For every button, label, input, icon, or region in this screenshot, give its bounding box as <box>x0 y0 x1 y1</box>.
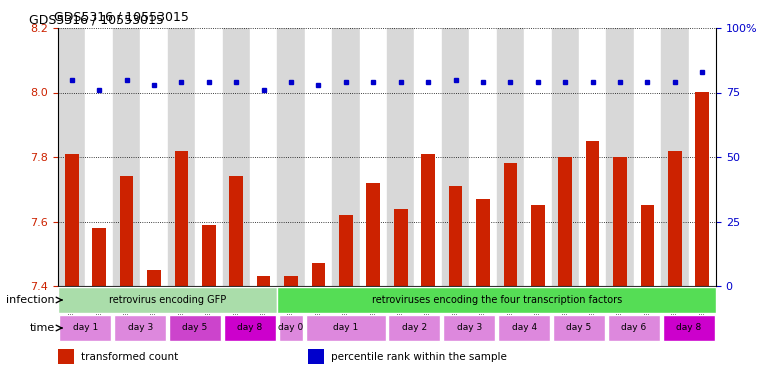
Bar <box>696 93 709 286</box>
Text: day 1: day 1 <box>73 323 98 333</box>
Bar <box>552 28 579 286</box>
Bar <box>113 28 140 286</box>
Bar <box>504 164 517 286</box>
Bar <box>394 209 408 286</box>
Text: retrovirus encoding GFP: retrovirus encoding GFP <box>109 295 226 305</box>
Bar <box>279 315 304 341</box>
Bar <box>311 263 325 286</box>
Bar <box>169 315 221 341</box>
Bar <box>663 315 715 341</box>
Bar <box>367 183 380 286</box>
Bar <box>284 276 298 286</box>
Text: retroviruses encoding the four transcription factors: retroviruses encoding the four transcrip… <box>371 295 622 305</box>
Bar <box>586 141 600 286</box>
Bar <box>476 199 490 286</box>
Bar <box>607 28 634 286</box>
Text: day 4: day 4 <box>511 323 537 333</box>
Bar <box>114 315 167 341</box>
Bar <box>58 286 277 313</box>
Bar <box>661 28 689 286</box>
Bar <box>524 28 552 286</box>
Text: percentile rank within the sample: percentile rank within the sample <box>331 352 507 362</box>
Bar <box>277 286 716 313</box>
Bar <box>553 315 605 341</box>
Text: time: time <box>30 323 55 333</box>
Bar <box>147 270 161 286</box>
Bar <box>634 28 661 286</box>
Text: day 0: day 0 <box>279 323 304 333</box>
Bar <box>174 151 188 286</box>
Bar <box>360 28 387 286</box>
Bar <box>222 28 250 286</box>
Bar <box>470 28 497 286</box>
Bar <box>531 205 545 286</box>
Bar <box>167 28 195 286</box>
Bar <box>85 28 113 286</box>
Bar <box>58 28 85 286</box>
Text: day 8: day 8 <box>237 323 263 333</box>
Bar <box>497 28 524 286</box>
Bar <box>442 28 470 286</box>
Bar <box>443 315 495 341</box>
Bar <box>689 28 716 286</box>
Bar <box>65 154 78 286</box>
Bar <box>202 225 215 286</box>
Text: day 5: day 5 <box>566 323 591 333</box>
Bar <box>422 154 435 286</box>
Bar <box>229 176 243 286</box>
Text: day 6: day 6 <box>621 323 646 333</box>
Bar <box>308 349 324 364</box>
Bar <box>306 315 386 341</box>
Text: GDS5316 / 10553015: GDS5316 / 10553015 <box>29 14 164 27</box>
Bar <box>579 28 607 286</box>
Bar <box>415 28 442 286</box>
Text: infection: infection <box>6 295 55 305</box>
Text: transformed count: transformed count <box>81 352 178 362</box>
Bar <box>304 28 332 286</box>
Bar <box>224 315 276 341</box>
Bar <box>449 186 463 286</box>
Bar <box>92 228 106 286</box>
Bar <box>613 157 627 286</box>
Bar <box>339 215 353 286</box>
Bar <box>58 349 75 364</box>
Bar <box>332 28 360 286</box>
Bar <box>195 28 222 286</box>
Bar <box>498 315 550 341</box>
Bar <box>668 151 682 286</box>
Text: GDS5316 / 10553015: GDS5316 / 10553015 <box>54 10 189 23</box>
Bar <box>256 276 270 286</box>
Bar <box>559 157 572 286</box>
Text: day 1: day 1 <box>333 323 358 333</box>
Bar <box>608 315 660 341</box>
Bar <box>119 176 133 286</box>
Bar <box>277 28 304 286</box>
Bar <box>641 205 654 286</box>
Bar <box>59 315 111 341</box>
Bar <box>140 28 167 286</box>
Text: day 8: day 8 <box>676 323 701 333</box>
Bar <box>250 28 277 286</box>
Text: day 3: day 3 <box>457 323 482 333</box>
Text: day 2: day 2 <box>402 323 427 333</box>
Text: day 5: day 5 <box>183 323 208 333</box>
Text: day 3: day 3 <box>128 323 153 333</box>
Bar <box>388 315 441 341</box>
Bar <box>387 28 415 286</box>
